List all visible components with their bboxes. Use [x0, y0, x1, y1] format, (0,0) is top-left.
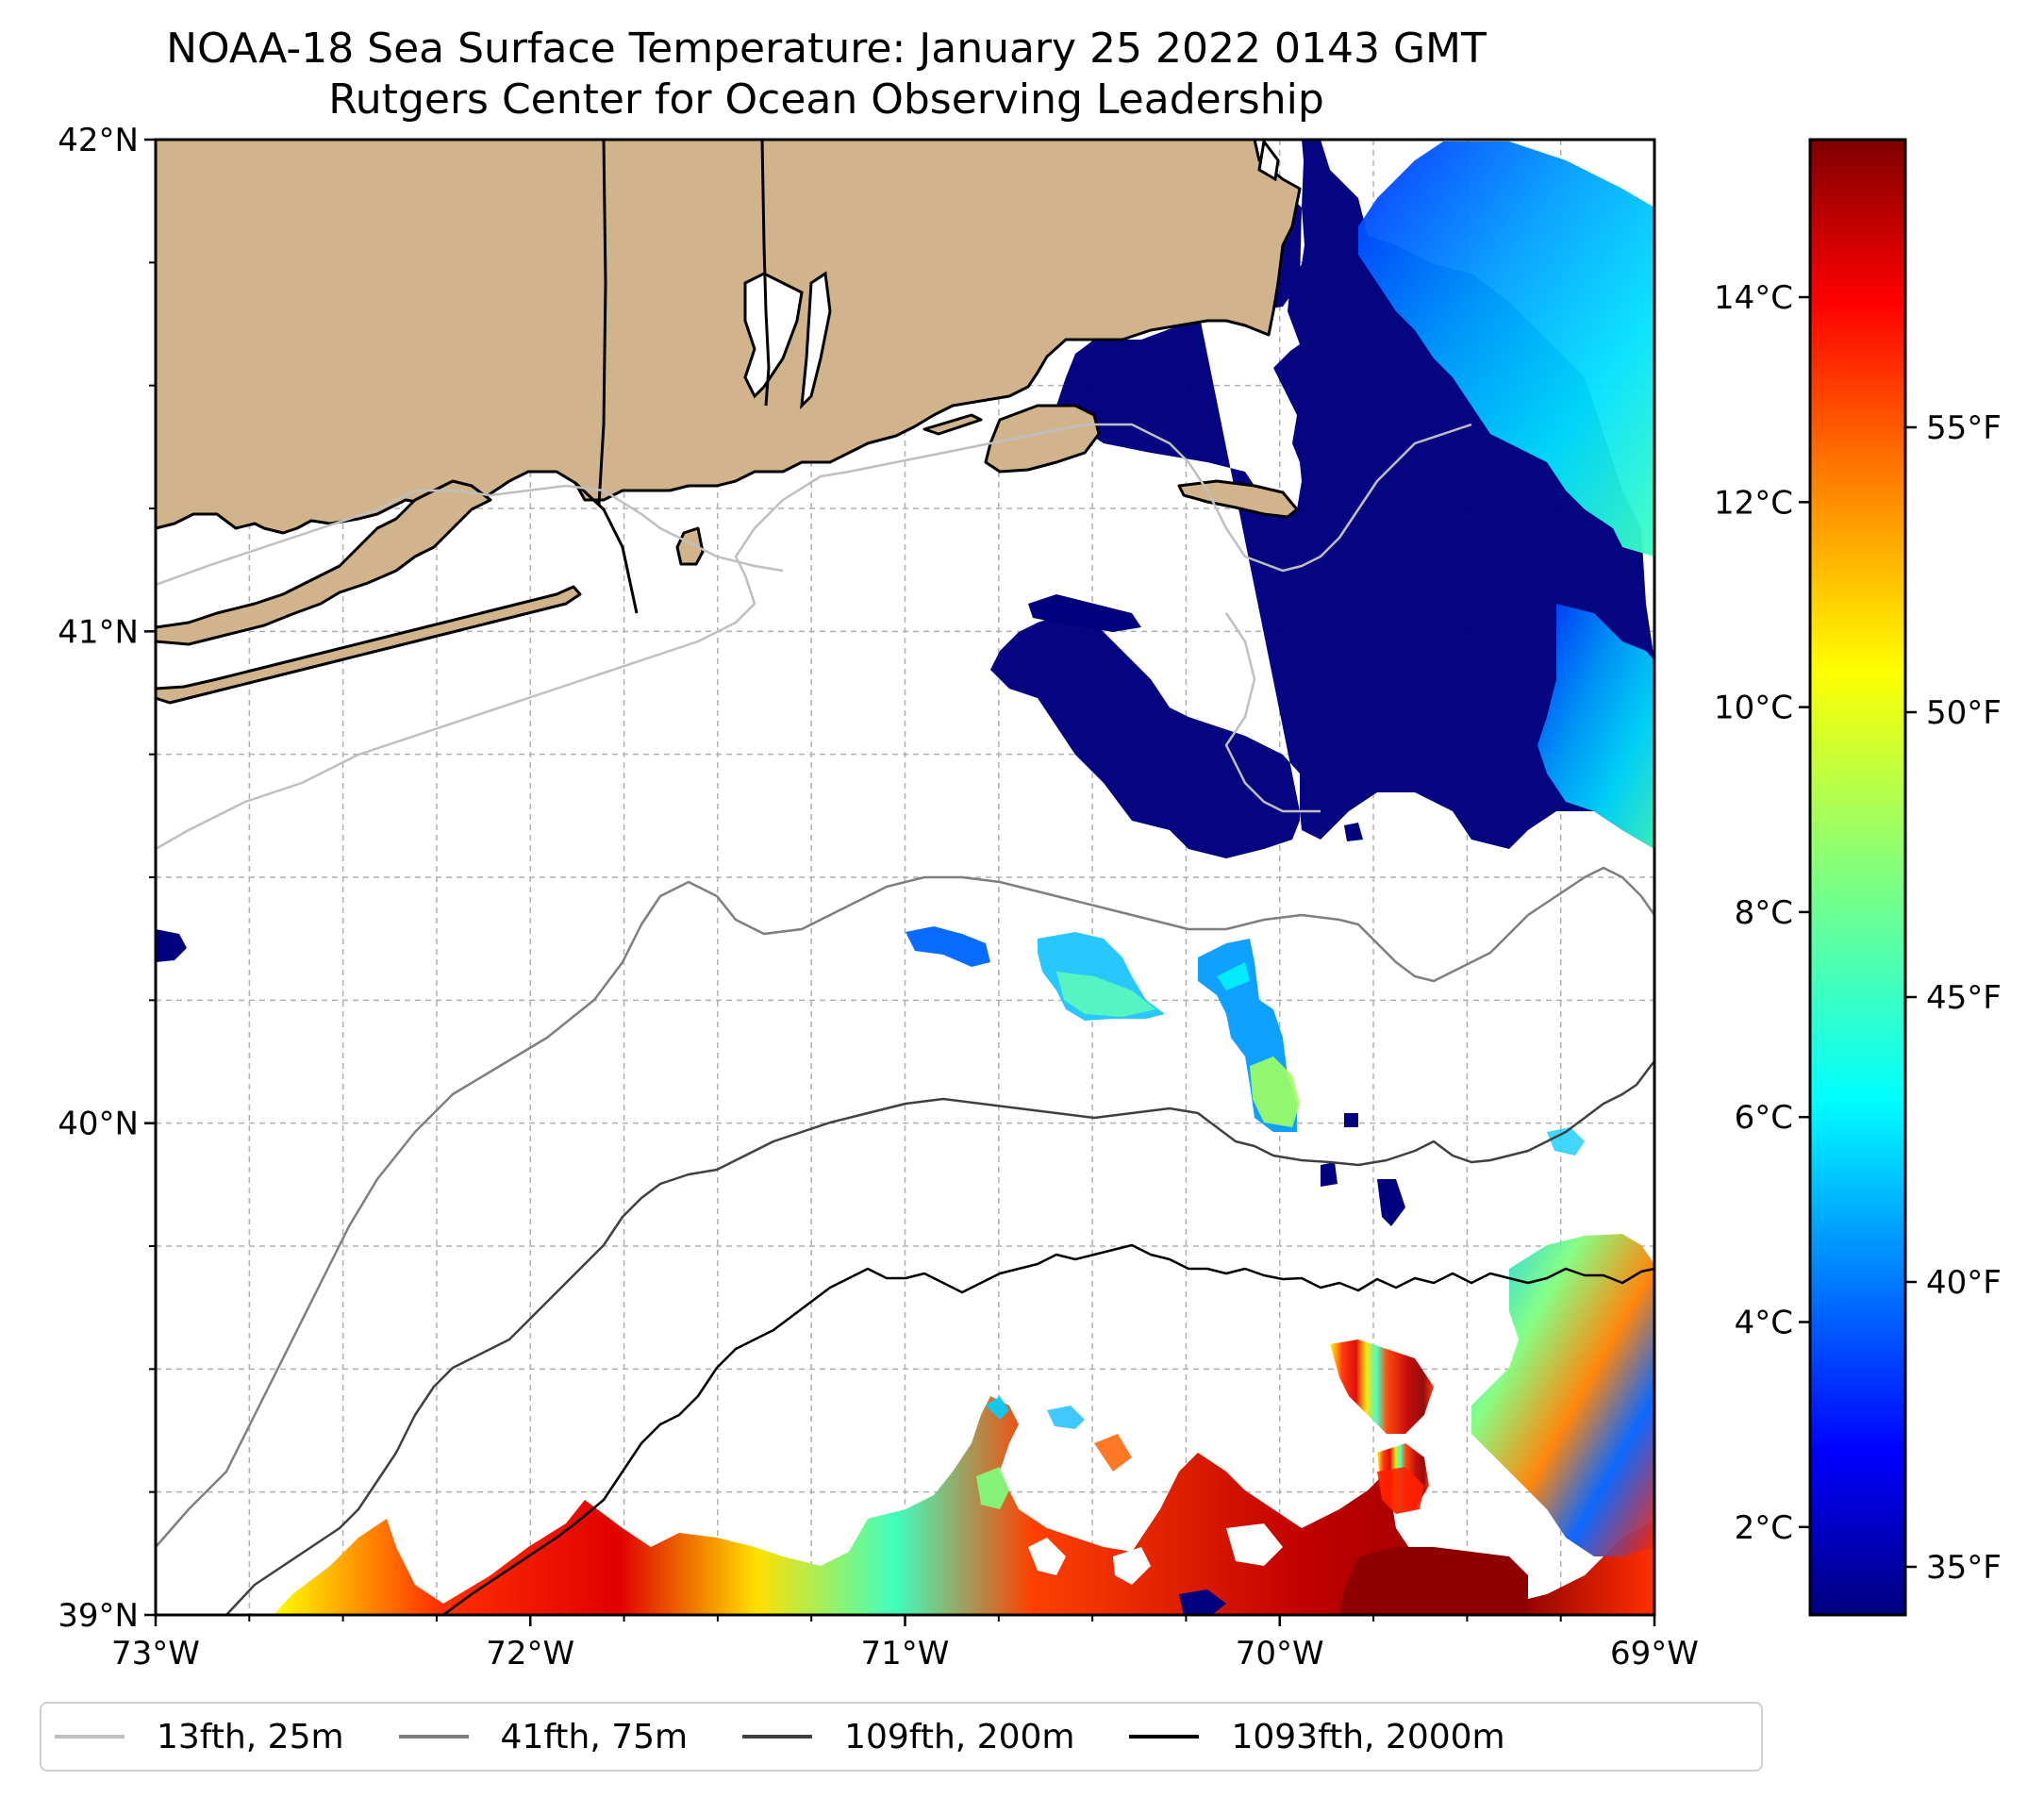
- sst-eastern-band: [1358, 141, 1654, 557]
- colorbar-fahrenheit-label: 45°F: [1926, 979, 2002, 1017]
- legend-label-75m: 41fth, 75m: [500, 1717, 689, 1756]
- contour-25m: [156, 423, 1472, 851]
- land-block-island: [675, 526, 705, 566]
- land-new-england: [156, 140, 1302, 535]
- colorbar-gradient: [1810, 140, 1905, 1615]
- sst-eastern-band-south: [1537, 604, 1654, 849]
- land-long-island-south-fork: [156, 585, 582, 705]
- legend-item-2000m: 1093fth, 2000m: [1129, 1717, 1505, 1756]
- map-title: NOAA-18 Sea Surface Temperature: January…: [166, 25, 1487, 73]
- land: [156, 140, 1302, 705]
- colorbar-celsius-label: 14°C: [1714, 279, 1793, 317]
- contour-2000m: [442, 1243, 1654, 1615]
- colorbar-celsius-label: 6°C: [1735, 1099, 1793, 1137]
- legend-swatch-2000m: [1129, 1735, 1200, 1739]
- colorbar: 14°C 12°C 10°C 8°C 6°C 4°C 2°C 55°F 50°F 45°F 40°…: [1714, 138, 2002, 1617]
- colorbar-fahrenheit-label: 35°F: [1926, 1549, 2002, 1587]
- map-subtitle: Rutgers Center for Ocean Observing Leade…: [328, 75, 1324, 124]
- land-marthas-vineyard: [984, 404, 1101, 474]
- legend-label-25m: 13fth, 25m: [157, 1717, 344, 1756]
- colorbar-fahrenheit-label: 40°F: [1926, 1264, 2002, 1302]
- state-borders: [573, 140, 771, 614]
- legend-swatch-200m: [742, 1735, 813, 1739]
- lat-tick-label: 40°N: [58, 1106, 139, 1143]
- lon-tick-label: 70°W: [1236, 1635, 1324, 1672]
- colorbar-fahrenheit-label: 50°F: [1926, 694, 2002, 732]
- legend-item-75m: 41fth, 75m: [398, 1717, 689, 1756]
- colorbar-celsius-label: 4°C: [1735, 1305, 1793, 1342]
- colorbar-celsius-label: 8°C: [1735, 894, 1793, 932]
- land-nantucket: [1177, 479, 1299, 519]
- colorbar-celsius-label: 12°C: [1714, 484, 1793, 522]
- colorbar-frame: [1808, 138, 1907, 1617]
- legend-swatch-25m: [55, 1735, 125, 1739]
- legend-item-25m: 13fth, 25m: [55, 1718, 344, 1756]
- legend-label-200m: 109fth, 200m: [844, 1717, 1075, 1756]
- contour-25m-c: [1224, 612, 1321, 813]
- sst-southern-warm-band: [274, 1234, 1654, 1615]
- contour-75m: [156, 866, 1654, 1548]
- lon-tick-label: 69°W: [1610, 1635, 1699, 1672]
- sst-midshelf-patches: [906, 926, 1585, 1226]
- colorbar-celsius-label: 10°C: [1714, 690, 1793, 727]
- colorbar-fahrenheit-axis: 55°F 50°F 45°F 40°F 35°F: [1905, 409, 2002, 1587]
- bay-water: [743, 140, 1280, 410]
- contour-200m: [225, 1060, 1654, 1615]
- lon-tick-label: 71°W: [861, 1635, 950, 1672]
- land-long-island: [156, 479, 492, 646]
- legend-swatch-75m: [398, 1735, 469, 1739]
- lat-tick-label: 42°N: [58, 122, 139, 159]
- colorbar-celsius-axis: 14°C 12°C 10°C 8°C 6°C 4°C 2°C: [1714, 279, 1810, 1547]
- legend-label-2000m: 1093fth, 2000m: [1231, 1717, 1505, 1756]
- bathymetry-contours: [156, 423, 1654, 1615]
- lon-tick-label: 72°W: [486, 1635, 574, 1672]
- colorbar-fahrenheit-label: 55°F: [1926, 409, 2002, 447]
- legend-item-200m: 109fth, 200m: [742, 1718, 1074, 1756]
- land-elizabeth-islands: [922, 413, 983, 436]
- lon-tick-label: 73°W: [111, 1635, 200, 1672]
- latitude-axis: 42°N 41°N 40°N 39°N: [58, 122, 156, 1635]
- lat-tick-label: 39°N: [58, 1597, 139, 1635]
- colorbar-celsius-label: 2°C: [1735, 1509, 1793, 1547]
- contour-legend: 13fth, 25m 41fth, 75m 109fth, 200m 1093f…: [40, 1702, 1763, 1772]
- contour-25m-b: [156, 484, 784, 587]
- longitude-axis: 73°W 72°W 71°W 70°W 69°W: [111, 1615, 1699, 1672]
- lat-tick-label: 41°N: [58, 613, 139, 651]
- map-panel: [156, 140, 1654, 1615]
- sst-eastern-white-gap: [1604, 151, 1654, 198]
